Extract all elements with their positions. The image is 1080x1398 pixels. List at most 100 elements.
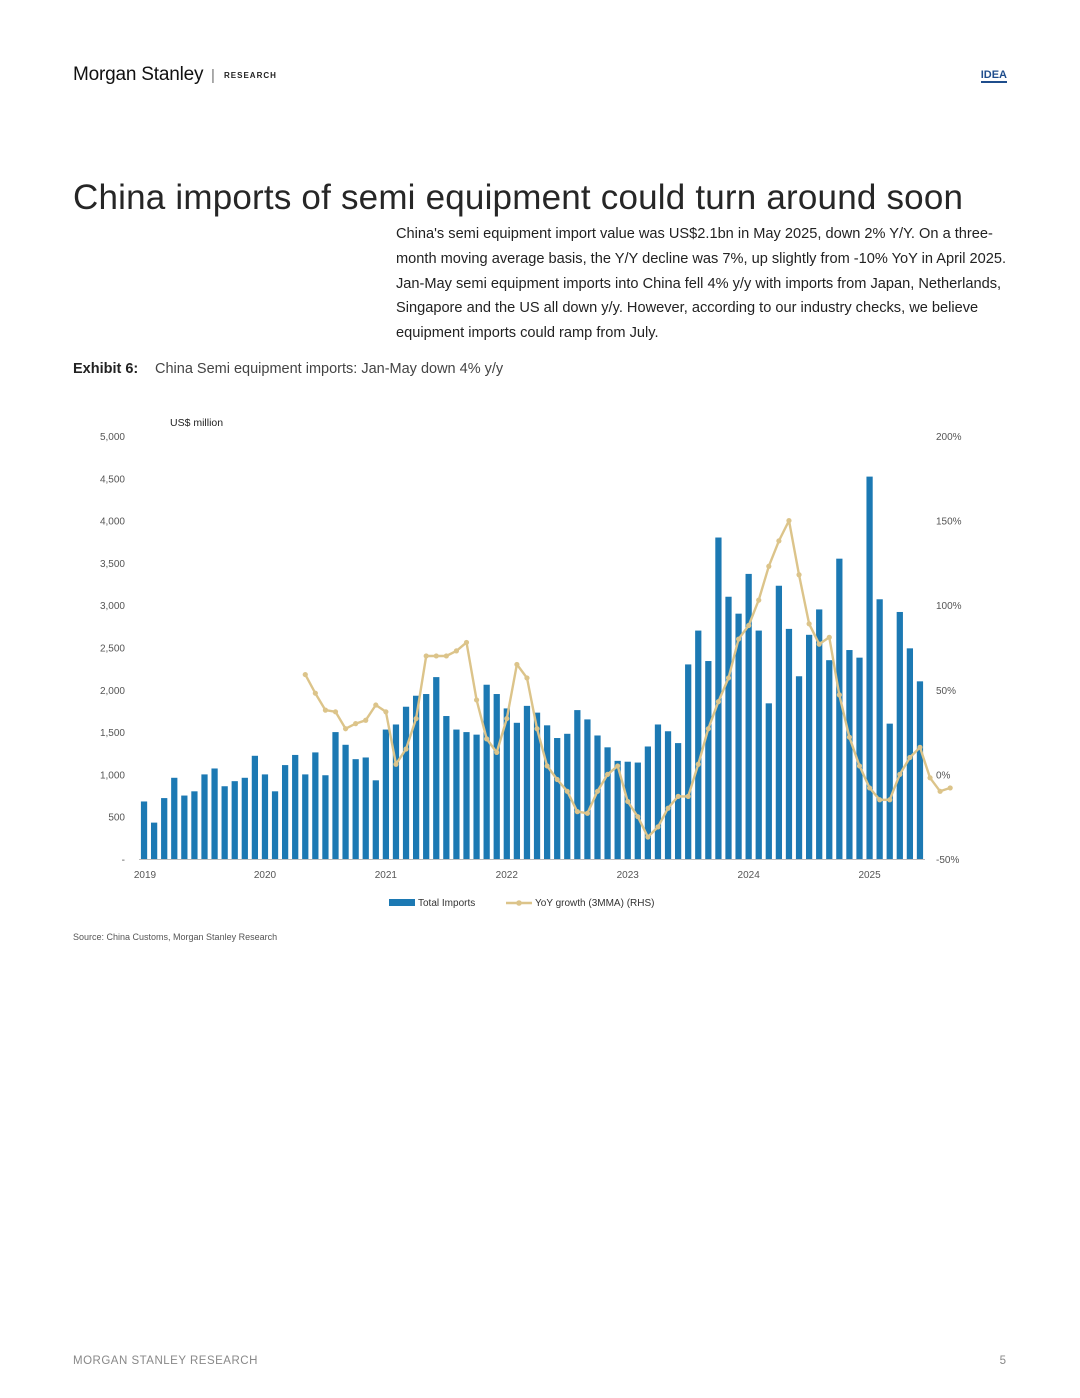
legend: Total Imports YoY growth (3MMA) (RHS) xyxy=(389,898,654,909)
import-bar xyxy=(795,676,803,859)
right-tick-label: 0% xyxy=(936,770,951,781)
yoy-point xyxy=(836,692,842,698)
exhibit-caption: Exhibit 6: China Semi equipment imports:… xyxy=(73,361,503,377)
yoy-point xyxy=(947,785,953,791)
yoy-point xyxy=(675,793,681,799)
import-bar xyxy=(372,780,379,859)
yoy-point xyxy=(463,639,470,646)
left-tick-label: 2,500 xyxy=(100,644,125,655)
import-bar xyxy=(392,724,400,859)
yoy-point xyxy=(917,744,923,750)
import-bar xyxy=(785,628,793,859)
import-bar xyxy=(523,705,531,859)
import-bar xyxy=(402,706,410,859)
yoy-point xyxy=(715,699,722,705)
yoy-point xyxy=(322,707,329,713)
import-bar xyxy=(473,734,480,859)
import-bar xyxy=(634,762,641,859)
legend-line-label: YoY growth (3MMA) (RHS) xyxy=(535,898,654,909)
import-bar xyxy=(654,724,662,859)
import-bar xyxy=(463,732,470,859)
left-tick-label: - xyxy=(122,855,125,866)
yoy-point xyxy=(302,671,308,678)
import-bar xyxy=(705,661,712,859)
import-bar xyxy=(543,725,551,859)
import-bar xyxy=(816,609,823,859)
bars-layer xyxy=(140,476,924,859)
yoy-point xyxy=(665,805,671,811)
import-bar xyxy=(805,634,813,859)
yoy-point xyxy=(554,776,560,783)
import-bar xyxy=(271,791,279,859)
left-tick-label: 4,000 xyxy=(100,517,125,528)
line-layer xyxy=(302,518,953,840)
yoy-point xyxy=(514,661,520,668)
import-bar xyxy=(826,660,833,859)
import-bar xyxy=(856,657,863,859)
x-tick-label: 2024 xyxy=(738,870,761,881)
import-bar xyxy=(584,719,591,859)
import-bar xyxy=(664,731,672,859)
yoy-point xyxy=(615,763,621,769)
import-bar xyxy=(241,777,248,859)
x-tick-label: 2021 xyxy=(375,870,398,881)
import-bar xyxy=(674,743,682,859)
yoy-point xyxy=(856,763,863,769)
yoy-point xyxy=(353,721,359,727)
yoy-point xyxy=(363,717,369,723)
import-bar xyxy=(161,798,168,859)
yoy-point xyxy=(484,736,490,742)
yoy-point xyxy=(735,636,742,642)
import-bar xyxy=(866,476,873,859)
section-label: RESEARCH xyxy=(224,71,277,80)
import-bar xyxy=(644,746,652,859)
yoy-point xyxy=(594,788,601,794)
yoy-point xyxy=(604,771,611,777)
yoy-point xyxy=(816,641,822,647)
left-tick-label: 1,000 xyxy=(100,770,125,781)
summary-paragraph: China's semi equipment import value was … xyxy=(396,226,1007,342)
yoy-point xyxy=(625,798,631,805)
import-bar xyxy=(624,761,631,859)
yoy-point xyxy=(403,746,409,752)
import-bar xyxy=(251,755,259,859)
yoy-point xyxy=(423,653,429,659)
import-bar xyxy=(150,822,158,859)
import-bar xyxy=(483,684,490,859)
yoy-point xyxy=(756,597,762,603)
import-bar xyxy=(423,694,430,859)
yoy-point xyxy=(544,763,550,769)
import-bar xyxy=(695,630,702,859)
yoy-point xyxy=(705,726,711,732)
import-bar xyxy=(281,765,289,859)
yoy-point xyxy=(473,697,480,703)
yoy-point xyxy=(373,702,379,708)
left-tick-label: 1,500 xyxy=(100,728,125,739)
import-bar xyxy=(332,732,339,859)
x-tick-label: 2019 xyxy=(134,870,157,881)
yoy-point xyxy=(927,775,933,781)
exhibit-label: Exhibit 6: xyxy=(73,361,139,377)
left-tick-label: 3,500 xyxy=(100,559,125,570)
right-tick-label: 200% xyxy=(936,432,962,443)
import-bar xyxy=(362,757,369,859)
right-tick-label: 150% xyxy=(936,517,962,528)
import-bar xyxy=(574,710,581,859)
import-bar xyxy=(433,677,440,859)
x-tick-label: 2023 xyxy=(617,870,640,881)
semi-imports-chart: US$ million 5,000 4,500 4,000 3,500 3,000 2,50… xyxy=(100,417,962,909)
import-bar xyxy=(715,537,722,859)
page-header: Morgan Stanley | RESEARCH IDEA xyxy=(73,64,1007,92)
yoy-point xyxy=(907,754,913,761)
idea-badge: IDEA xyxy=(980,69,1007,83)
import-bar xyxy=(493,694,500,859)
yoy-point xyxy=(826,634,832,640)
yoy-point xyxy=(524,675,530,681)
page-number: 5 xyxy=(999,1355,1006,1367)
import-bar xyxy=(916,681,924,859)
import-bar xyxy=(221,786,228,859)
legend-bar-swatch xyxy=(389,899,415,906)
exhibit-title: China Semi equipment imports: Jan-May do… xyxy=(155,361,504,377)
import-bar xyxy=(533,712,541,859)
header-separator: | xyxy=(211,67,215,84)
